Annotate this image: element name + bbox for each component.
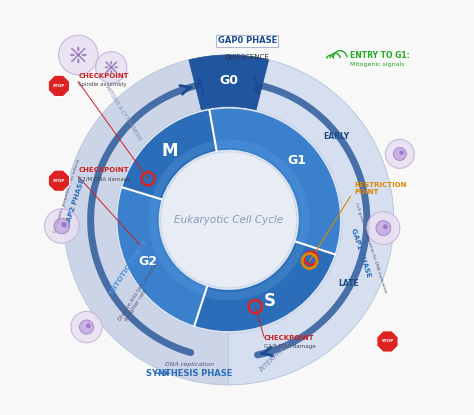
Polygon shape xyxy=(48,75,70,97)
Text: G1/S DNA damage: G1/S DNA damage xyxy=(264,344,315,349)
Text: G2/M DNA damage: G2/M DNA damage xyxy=(78,177,131,182)
Text: LATE: LATE xyxy=(338,279,359,288)
Text: STOP: STOP xyxy=(382,339,393,344)
Circle shape xyxy=(393,147,406,161)
Ellipse shape xyxy=(70,54,75,56)
Circle shape xyxy=(385,139,414,168)
Text: G2: G2 xyxy=(138,254,157,268)
Ellipse shape xyxy=(105,66,109,68)
Circle shape xyxy=(71,311,102,343)
Wedge shape xyxy=(64,55,229,385)
Text: CHECKPOINT: CHECKPOINT xyxy=(78,168,129,173)
Circle shape xyxy=(161,152,297,288)
Text: QUIESCENCE: QUIESCENCE xyxy=(225,54,270,60)
Text: G0: G0 xyxy=(219,74,238,87)
Circle shape xyxy=(383,225,388,229)
Ellipse shape xyxy=(77,46,80,51)
Text: SYNTHESIS PHASE: SYNTHESIS PHASE xyxy=(146,369,233,378)
Circle shape xyxy=(80,320,93,334)
Text: MITOSIS & CYTOKINESIS: MITOSIS & CYTOKINESIS xyxy=(105,85,143,142)
Polygon shape xyxy=(377,331,398,352)
Text: DNA replication: DNA replication xyxy=(165,362,214,367)
Text: Cell growth, preparation for mitosis: Cell growth, preparation for mitosis xyxy=(53,159,81,233)
Circle shape xyxy=(45,209,79,243)
Circle shape xyxy=(367,212,400,244)
Circle shape xyxy=(86,323,91,328)
Text: INTERPHASE: INTERPHASE xyxy=(259,340,293,373)
Circle shape xyxy=(61,222,66,227)
Ellipse shape xyxy=(110,70,112,74)
Text: GAP0 PHASE: GAP0 PHASE xyxy=(218,36,277,45)
Polygon shape xyxy=(48,170,70,191)
Circle shape xyxy=(96,52,127,83)
Wedge shape xyxy=(210,109,340,254)
Ellipse shape xyxy=(82,54,87,56)
Text: Eukaryotic Cell Cycle: Eukaryotic Cell Cycle xyxy=(174,215,283,225)
Wedge shape xyxy=(118,187,207,326)
Text: Division into two identical: Division into two identical xyxy=(118,262,159,322)
Ellipse shape xyxy=(114,66,118,68)
Text: GAP1 PHASE: GAP1 PHASE xyxy=(350,227,372,278)
Text: RESTRICTION: RESTRICTION xyxy=(355,182,407,188)
Text: Mitogenic signals: Mitogenic signals xyxy=(350,62,405,67)
Text: MITOTIC PHASE: MITOTIC PHASE xyxy=(109,239,148,295)
Text: M: M xyxy=(161,142,177,161)
Wedge shape xyxy=(189,55,269,110)
Text: S: S xyxy=(264,292,276,310)
Wedge shape xyxy=(148,139,309,300)
Text: CHECKPOINT: CHECKPOINT xyxy=(264,335,314,341)
Wedge shape xyxy=(189,55,269,110)
Text: EARLY: EARLY xyxy=(323,132,349,141)
Wedge shape xyxy=(194,242,335,331)
Text: Spindle assembly: Spindle assembly xyxy=(78,82,127,87)
Text: Cell growth, preparation for DNA replication: Cell growth, preparation for DNA replica… xyxy=(354,202,388,294)
Text: daughter cells: daughter cells xyxy=(124,288,148,322)
Wedge shape xyxy=(229,55,393,385)
Text: STOP: STOP xyxy=(53,179,65,183)
Text: GAP2 PHASE: GAP2 PHASE xyxy=(64,178,86,229)
Circle shape xyxy=(54,218,70,234)
Wedge shape xyxy=(122,110,217,199)
Circle shape xyxy=(400,151,404,155)
Circle shape xyxy=(64,55,393,385)
Circle shape xyxy=(58,35,98,75)
Text: G1: G1 xyxy=(288,154,307,167)
Text: POINT: POINT xyxy=(355,189,379,195)
Text: STOP: STOP xyxy=(53,84,65,88)
Ellipse shape xyxy=(77,59,80,63)
Circle shape xyxy=(376,221,391,236)
Text: CHECKPOINT: CHECKPOINT xyxy=(78,73,129,79)
Text: ENTRY TO G1:: ENTRY TO G1: xyxy=(350,51,410,60)
Ellipse shape xyxy=(110,61,112,65)
